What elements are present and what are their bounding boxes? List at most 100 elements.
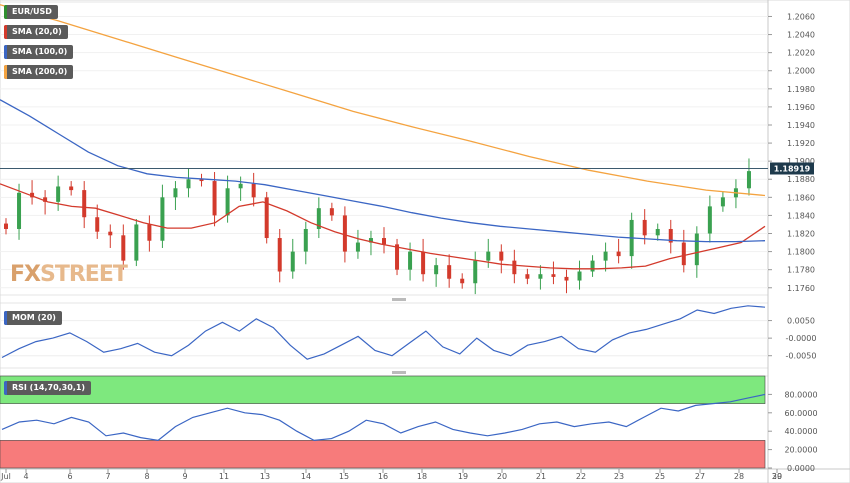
sma-100-swatch bbox=[4, 45, 7, 59]
price-tick-label: 1.1940 bbox=[787, 121, 815, 130]
candle-body bbox=[290, 251, 295, 272]
candle-body bbox=[395, 244, 400, 270]
candle-body bbox=[108, 231, 113, 236]
candle-body bbox=[577, 271, 582, 281]
candle-body bbox=[512, 260, 517, 275]
price-tick-label: 1.1960 bbox=[787, 103, 815, 112]
sma-line-2 bbox=[0, 4, 766, 197]
date-label: 19 bbox=[458, 472, 468, 481]
price-tick-label: 1.1880 bbox=[787, 175, 815, 184]
candle-body bbox=[4, 223, 8, 229]
sma-20-tag[interactable]: SMA (20,0) bbox=[4, 25, 68, 39]
candle-body bbox=[720, 197, 725, 207]
rsi-label: RSI (14,70,30,1) bbox=[12, 383, 86, 392]
date-label: 9 bbox=[182, 472, 187, 481]
candle-body bbox=[186, 179, 191, 189]
rsi-swatch bbox=[4, 381, 7, 395]
candle-body bbox=[199, 179, 204, 182]
price-tick-label: 1.2020 bbox=[787, 49, 815, 58]
candle-body bbox=[134, 224, 139, 261]
candle-body bbox=[538, 274, 543, 279]
mom-tick-label: -0.0050 bbox=[786, 352, 817, 361]
candle-body bbox=[460, 278, 465, 284]
sma-20-label: SMA (20,0) bbox=[12, 27, 62, 36]
sma-100-label: SMA (100,0) bbox=[12, 47, 68, 56]
watermark-fx: FX bbox=[10, 262, 41, 287]
date-label: 28 bbox=[734, 472, 744, 481]
date-label: 23 bbox=[614, 472, 624, 481]
candle-body bbox=[329, 208, 334, 216]
price-tick-label: 1.1840 bbox=[787, 211, 815, 220]
date-label: 27 bbox=[695, 472, 705, 481]
candle-body bbox=[655, 228, 660, 236]
candle-body bbox=[707, 206, 712, 234]
candle-body bbox=[486, 251, 491, 261]
date-label: 11 bbox=[219, 472, 229, 481]
candle-body bbox=[642, 219, 647, 236]
date-label: 8 bbox=[144, 472, 149, 481]
candle-body bbox=[694, 233, 699, 266]
mom-line bbox=[1, 305, 766, 360]
candle-body bbox=[434, 265, 439, 275]
date-label: 30 bbox=[772, 472, 782, 481]
symbol-tag[interactable]: EUR/USD bbox=[4, 5, 58, 19]
candle-body bbox=[277, 238, 282, 272]
price-tick-label: 1.1820 bbox=[787, 230, 815, 239]
sma-100-tag[interactable]: SMA (100,0) bbox=[4, 45, 74, 59]
candle-body bbox=[447, 265, 452, 279]
candle-body bbox=[225, 188, 230, 216]
candle-body bbox=[681, 242, 686, 266]
candle-body bbox=[160, 197, 165, 241]
price-tick-label: 1.1780 bbox=[787, 266, 815, 275]
candle-body bbox=[82, 190, 87, 218]
rsi-tag[interactable]: RSI (14,70,30,1) bbox=[4, 381, 92, 395]
candle-body bbox=[408, 251, 413, 270]
rsi-tick-label: 80.0000 bbox=[784, 390, 817, 399]
mom-tag[interactable]: MOM (20) bbox=[4, 311, 62, 325]
date-label: 22 bbox=[576, 472, 586, 481]
candle-body bbox=[525, 274, 530, 279]
candle-body bbox=[56, 186, 61, 202]
date-label: 18 bbox=[417, 472, 427, 481]
price-tick-label: 1.2000 bbox=[787, 67, 815, 76]
sma-200-label: SMA (200,0) bbox=[12, 67, 68, 76]
date-label: 15 bbox=[339, 472, 349, 481]
watermark-street: STREET bbox=[40, 262, 128, 287]
date-label: 13 bbox=[260, 472, 270, 481]
candle-body bbox=[342, 215, 347, 252]
mom-tick-label: 0.0050 bbox=[787, 317, 815, 326]
price-tick-label: 1.1760 bbox=[787, 284, 815, 293]
candle-body bbox=[355, 242, 360, 252]
candle-body bbox=[238, 183, 243, 189]
candle-body bbox=[17, 192, 22, 229]
fxstreet-watermark: FXSTREET bbox=[10, 262, 128, 287]
rsi-tick-label: 60.0000 bbox=[784, 409, 817, 418]
mom-label: MOM (20) bbox=[12, 313, 56, 322]
rsi-tick-label: 20.0000 bbox=[784, 446, 817, 455]
price-tick-label: 1.2040 bbox=[787, 31, 815, 40]
price-tick-label: 1.1980 bbox=[787, 85, 815, 94]
candle-body bbox=[147, 224, 152, 241]
date-label: 14 bbox=[301, 472, 311, 481]
rsi-line bbox=[1, 393, 766, 442]
candle-body bbox=[382, 238, 386, 245]
price-tick-label: 1.1860 bbox=[787, 193, 815, 202]
splitter-handle-2 bbox=[392, 371, 406, 374]
candle-body bbox=[121, 235, 126, 261]
rsi-band-overbought bbox=[0, 375, 766, 404]
sma-200-tag[interactable]: SMA (200,0) bbox=[4, 65, 74, 79]
date-label: 7 bbox=[105, 472, 110, 481]
current-price-label: 1.18919 bbox=[774, 164, 811, 173]
rsi-band-oversold bbox=[0, 440, 766, 469]
candle-body bbox=[603, 251, 608, 261]
candle-body bbox=[564, 276, 569, 281]
symbol-label: EUR/USD bbox=[12, 7, 52, 16]
date-label: 6 bbox=[67, 472, 72, 481]
sma-20-swatch bbox=[4, 25, 7, 39]
candle-body bbox=[473, 260, 478, 284]
date-label: 16 bbox=[378, 472, 388, 481]
candle-body bbox=[303, 228, 308, 252]
panel-frame-1 bbox=[0, 302, 769, 369]
splitter-handle-1 bbox=[392, 298, 406, 301]
